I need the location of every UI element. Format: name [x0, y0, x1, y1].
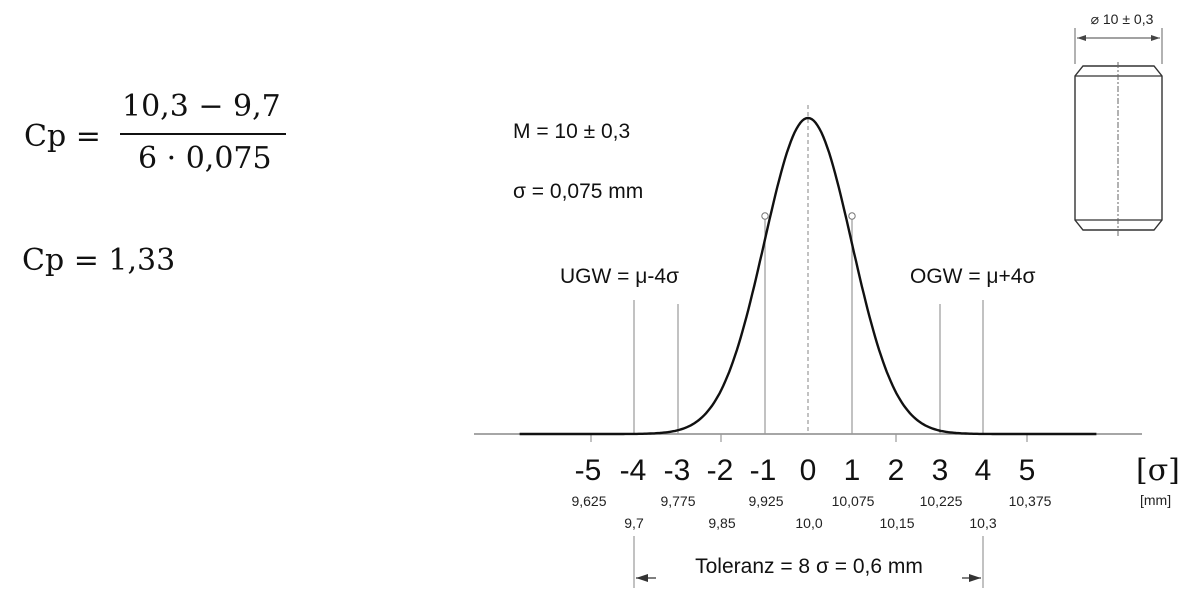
mm-tick-label: 9,85 [708, 515, 735, 531]
sigma-tick-label: 2 [888, 454, 905, 487]
arrow-left-icon [1077, 35, 1086, 41]
mm-tick-labels-lower: 9,7 9,85 10,0 10,15 10,3 [624, 515, 997, 531]
formula-numerator: 10,3 − 9,7 [122, 89, 281, 124]
arrow-right-icon [969, 574, 981, 582]
sigma-tick-label: -4 [620, 454, 647, 487]
sigma-tick-label: 4 [975, 454, 992, 487]
mm-tick-label: 9,925 [748, 493, 783, 509]
mm-tick-label: 10,225 [920, 493, 963, 509]
sigma-tick-label: -3 [664, 454, 691, 487]
normal-distribution-curve [519, 116, 1097, 436]
formula-result: Cp = 1,33 [22, 243, 175, 278]
sigma-tick-label: 0 [800, 454, 817, 487]
formula-lhs: Cp = [24, 119, 101, 154]
formula-denominator: 6 · 0,075 [138, 141, 272, 176]
arrow-right-icon [1151, 35, 1160, 41]
tick-marks [590, 434, 1028, 442]
sigma-guide-lines [633, 216, 984, 434]
sigma-tick-label: 1 [844, 454, 861, 487]
sigma-tick-label: 3 [932, 454, 949, 487]
mm-tick-labels-upper: 9,625 9,775 9,925 10,075 10,225 10,375 [571, 493, 1051, 509]
mm-tick-label: 10,375 [1009, 493, 1052, 509]
sigma-label: σ = 0,075 mm [513, 180, 643, 203]
tolerance-dimension: Toleranz = 8 σ = 0,6 mm [633, 536, 984, 588]
mm-tick-label: 10,3 [969, 515, 996, 531]
tolerance-label-bg [656, 548, 962, 582]
sigma-tick-label: -1 [750, 454, 777, 487]
sigma-axis-unit: [σ] [1136, 453, 1180, 488]
sigma-tick-label: 5 [1019, 454, 1036, 487]
mm-tick-label: 9,775 [660, 493, 695, 509]
mm-tick-label: 10,15 [879, 515, 914, 531]
cylinder-part-drawing: ⌀ 10 ± 0,3 [1074, 11, 1163, 236]
mm-axis-unit: [mm] [1140, 492, 1171, 508]
cp-formula: Cp = 10,3 − 9,7 6 · 0,075 Cp = 1,33 [22, 89, 286, 278]
mm-tick-label: 10,0 [795, 515, 822, 531]
sigma-tick-label: -2 [707, 454, 734, 487]
mm-tick-label: 9,7 [624, 515, 644, 531]
sigma-tick-label: -5 [575, 454, 602, 487]
tolerance-label: Toleranz = 8 σ = 0,6 mm [695, 555, 923, 578]
arrow-left-icon [636, 574, 648, 582]
ogw-label: OGW = μ+4σ [910, 265, 1035, 288]
cylinder-outline [1074, 65, 1163, 231]
sigma-tick-labels: -5 -4 -3 -2 -1 0 1 2 3 4 5 [575, 454, 1036, 487]
inflection-point-right [848, 212, 856, 220]
mean-label: M = 10 ± 0,3 [513, 120, 630, 143]
part-dimension-label: ⌀ 10 ± 0,3 [1091, 11, 1154, 27]
inflection-point-left [761, 212, 769, 220]
mm-tick-label: 10,075 [832, 493, 875, 509]
mm-tick-label: 9,625 [571, 493, 606, 509]
ugw-label: UGW = μ-4σ [560, 265, 679, 288]
